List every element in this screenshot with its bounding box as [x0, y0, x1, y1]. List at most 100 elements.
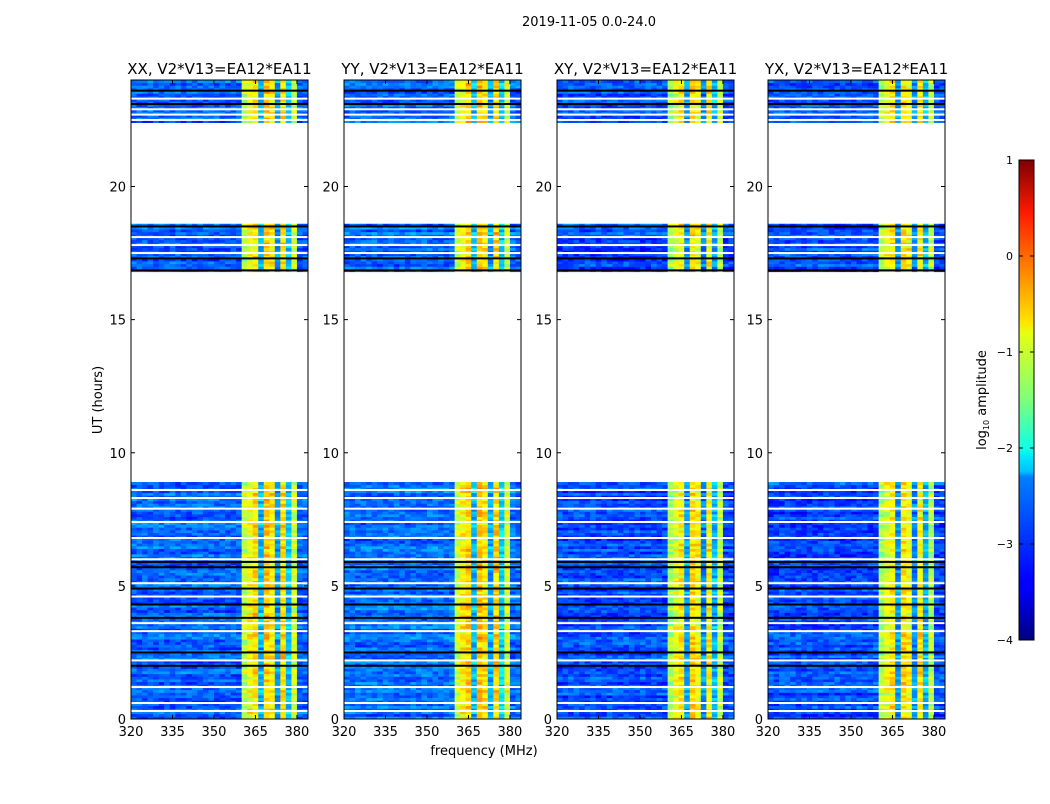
heatmap-cell [482, 679, 488, 682]
heatmap-cell [372, 642, 378, 645]
heatmap-cell [258, 240, 264, 243]
heatmap-cell [208, 626, 214, 629]
heatmap-cell [164, 543, 170, 546]
heatmap-cell [383, 695, 389, 698]
heatmap-cell [208, 503, 214, 506]
heatmap-cell [297, 514, 303, 517]
heatmap-cell [203, 525, 209, 528]
heatmap-cell [275, 248, 281, 251]
heatmap-cell [192, 607, 198, 610]
heatmap-cell [258, 261, 264, 264]
heatmap-cell [253, 232, 259, 235]
panel-title: XX, V2*V13=EA12*EA11 [127, 60, 311, 78]
heatmap-cell [297, 706, 303, 709]
heatmap-cell [264, 554, 270, 557]
heatmap-cell [504, 706, 510, 709]
heatmap-cell [394, 692, 400, 695]
heatmap-cell [344, 695, 350, 698]
heatmap-cell [264, 647, 270, 650]
heatmap-cell [264, 551, 270, 554]
heatmap-cell [148, 613, 154, 616]
heatmap-cell [264, 668, 270, 671]
heatmap-cell [460, 639, 466, 642]
heatmap-cell [355, 698, 361, 701]
heatmap-cell [421, 647, 427, 650]
heatmap-cell [394, 674, 400, 677]
heatmap-cell [137, 695, 143, 698]
heatmap-cell [493, 668, 499, 671]
heatmap-cell [142, 543, 148, 546]
heatmap-cell [203, 533, 209, 536]
heatmap-cell [286, 546, 292, 549]
heatmap-cell [291, 607, 297, 610]
heatmap-cell [137, 83, 143, 86]
heatmap-cell [253, 610, 259, 613]
heatmap-cell [399, 714, 405, 717]
heatmap-cell [394, 655, 400, 658]
heatmap-cell [275, 83, 281, 86]
heatmap-cell [416, 655, 422, 658]
heatmap-cell [275, 493, 281, 496]
heatmap-cell [208, 261, 214, 264]
heatmap-cell [253, 527, 259, 530]
heatmap-cell [148, 636, 154, 639]
heatmap-cell [192, 573, 198, 576]
flagged-row [131, 686, 308, 688]
heatmap-cell [258, 668, 264, 671]
heatmap-cell [153, 607, 159, 610]
x-tick-label: 335 [160, 725, 185, 740]
heatmap-cell [269, 93, 275, 96]
heatmap-cell [405, 706, 411, 709]
heatmap-cell [291, 636, 297, 639]
heatmap-cell [175, 527, 181, 530]
heatmap-cell [148, 634, 154, 637]
heatmap-cell [416, 692, 422, 695]
heatmap-cell [482, 714, 488, 717]
heatmap-cell [291, 517, 297, 520]
heatmap-cell [181, 599, 187, 602]
heatmap-cell [181, 607, 187, 610]
heatmap-cell [175, 698, 181, 701]
heatmap-cell [247, 636, 253, 639]
heatmap-cell [159, 93, 165, 96]
heatmap-cell [377, 644, 383, 647]
heatmap-cell [247, 501, 253, 504]
heatmap-cell [181, 549, 187, 552]
heatmap-cell [264, 83, 270, 86]
heatmap-cell [355, 671, 361, 674]
heatmap-cell [280, 266, 286, 269]
heatmap-cell [142, 514, 148, 517]
heatmap-cell [297, 511, 303, 514]
heatmap-cell [175, 647, 181, 650]
heatmap-cell [153, 655, 159, 658]
heatmap-cell [225, 610, 231, 613]
heatmap-cell [203, 551, 209, 554]
heatmap-cell [297, 613, 303, 616]
heatmap-cell [286, 501, 292, 504]
heatmap-cell [197, 232, 203, 235]
heatmap-cell [131, 578, 137, 581]
heatmap-cell [203, 599, 209, 602]
heatmap-cell [291, 642, 297, 645]
heatmap-cell [433, 690, 439, 693]
heatmap-cell [148, 591, 154, 594]
heatmap-cell [175, 551, 181, 554]
heatmap-cell [164, 698, 170, 701]
heatmap-cell [242, 634, 248, 637]
heatmap-cell [170, 525, 176, 528]
heatmap-cell [175, 674, 181, 677]
heatmap-cell [383, 668, 389, 671]
heatmap-cell [297, 551, 303, 554]
heatmap-cell [242, 698, 248, 701]
heatmap-cell [355, 676, 361, 679]
heatmap-cell [142, 626, 148, 629]
heatmap-cell [275, 533, 281, 536]
heatmap-cell [203, 85, 209, 88]
heatmap-cell [170, 613, 176, 616]
heatmap-cell [405, 682, 411, 685]
heatmap-cell [192, 690, 198, 693]
heatmap-cell [455, 714, 461, 717]
heatmap-cell [247, 698, 253, 701]
heatmap-cell [137, 527, 143, 530]
